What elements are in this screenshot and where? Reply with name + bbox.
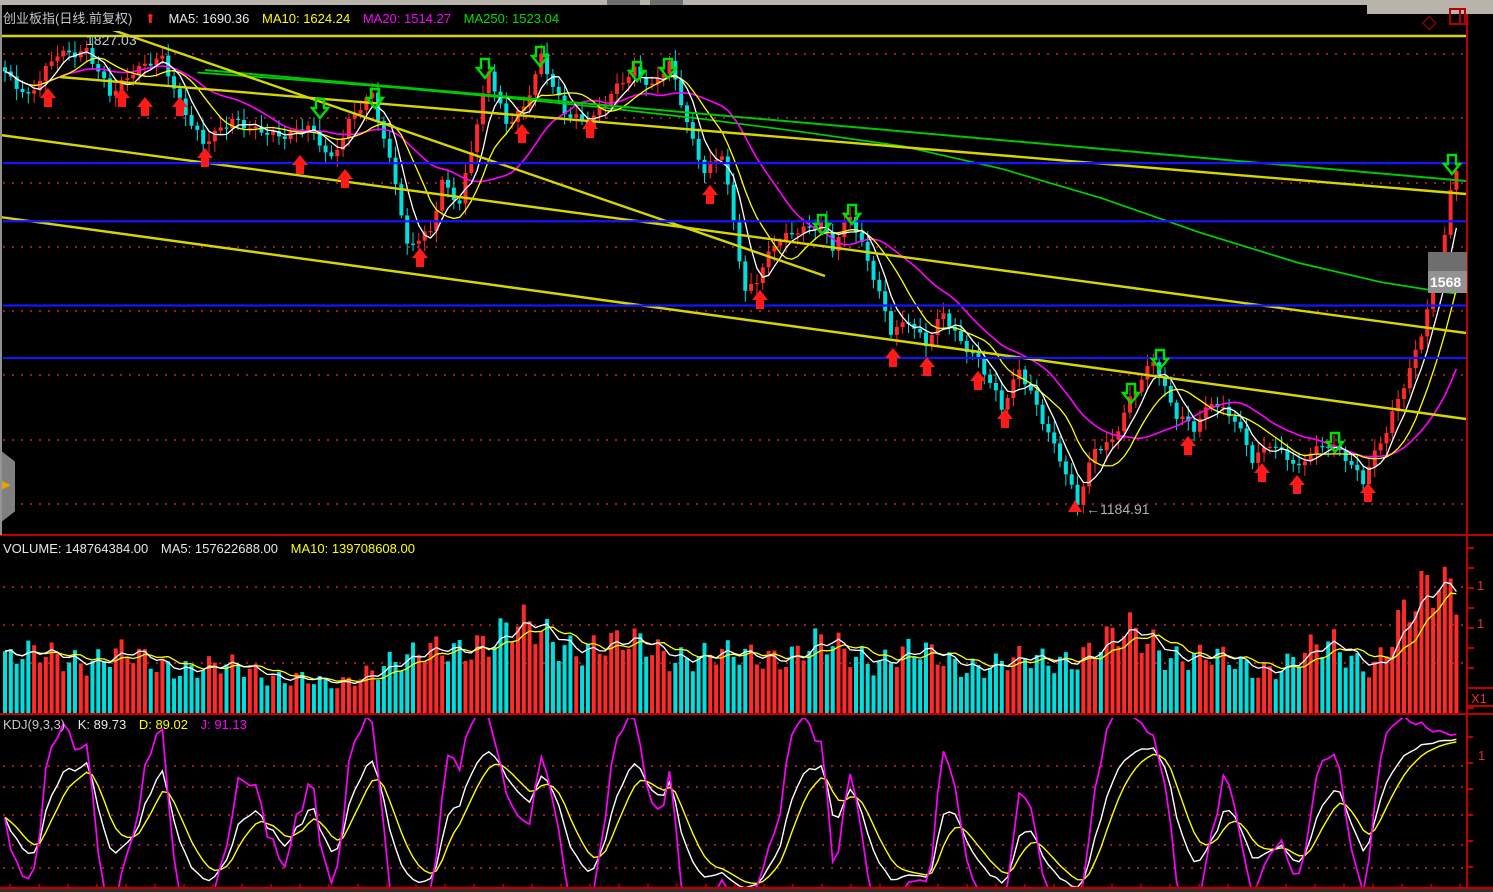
kdj-k-value: K: 89.73 [77,717,127,732]
volume-header: VOLUME: 148764384.00 MA5: 157622688.00 M… [3,541,424,556]
window-left-border [0,5,2,535]
kdj-header: KDJ(9,3,3) K: 89.73 D: 89.02 J: 91.13 [3,717,256,732]
volume-ma10-value: MA10: 139708608.00 [290,541,415,556]
kdj-name: KDJ(9,3,3) [3,717,66,732]
split-window-icon[interactable] [1449,8,1467,25]
header-toolbar: ◇ [1422,8,1467,34]
instrument-title: 创业板指(日线.前复权) [3,11,133,26]
ma250-value: MA250: 1523.04 [463,11,560,26]
buy-signal-legend-icon: ⬆ [144,11,156,26]
window-notch [650,0,683,5]
last-price-tag: 1568 [1428,252,1467,293]
low-price-label: ←1184.91 [1086,501,1150,517]
kdj-j-value: J: 91.13 [200,717,247,732]
kdj-axis-tick-label: 1 [1478,748,1486,763]
high-price-label: 1827.03 [86,32,137,48]
price-tag-value: 1568 [1428,271,1467,293]
volume-axis-tick-label: 1 [1477,616,1485,631]
diamond-icon[interactable]: ◇ [1422,12,1437,33]
expand-arrow-icon: ▶ [2,479,11,491]
volume-axis-tick-label: 1 [1477,578,1485,593]
ma10-value: MA10: 1624.24 [262,11,351,26]
ma5-value: MA5: 1690.36 [168,11,250,26]
window-top-strip-right [1367,0,1493,14]
volume-scale-label: X1 [1471,691,1487,706]
volume-value: VOLUME: 148764384.00 [3,541,149,556]
kdj-d-value: D: 89.02 [138,717,188,732]
window-top-strip [0,0,1493,5]
window-bottom-strip [0,889,1493,892]
sidebar-slide-tab[interactable]: ▶ [0,450,15,523]
price-tag-top [1428,252,1467,271]
ma20-value: MA20: 1514.27 [362,11,452,26]
volume-ma5-value: MA5: 157622688.00 [160,541,279,556]
window-notch [607,0,640,5]
split-window-icon-line [1459,10,1462,23]
main-chart-header: 创业板指(日线.前复权) ⬆ MA5: 1690.36 MA10: 1624.2… [3,8,568,27]
